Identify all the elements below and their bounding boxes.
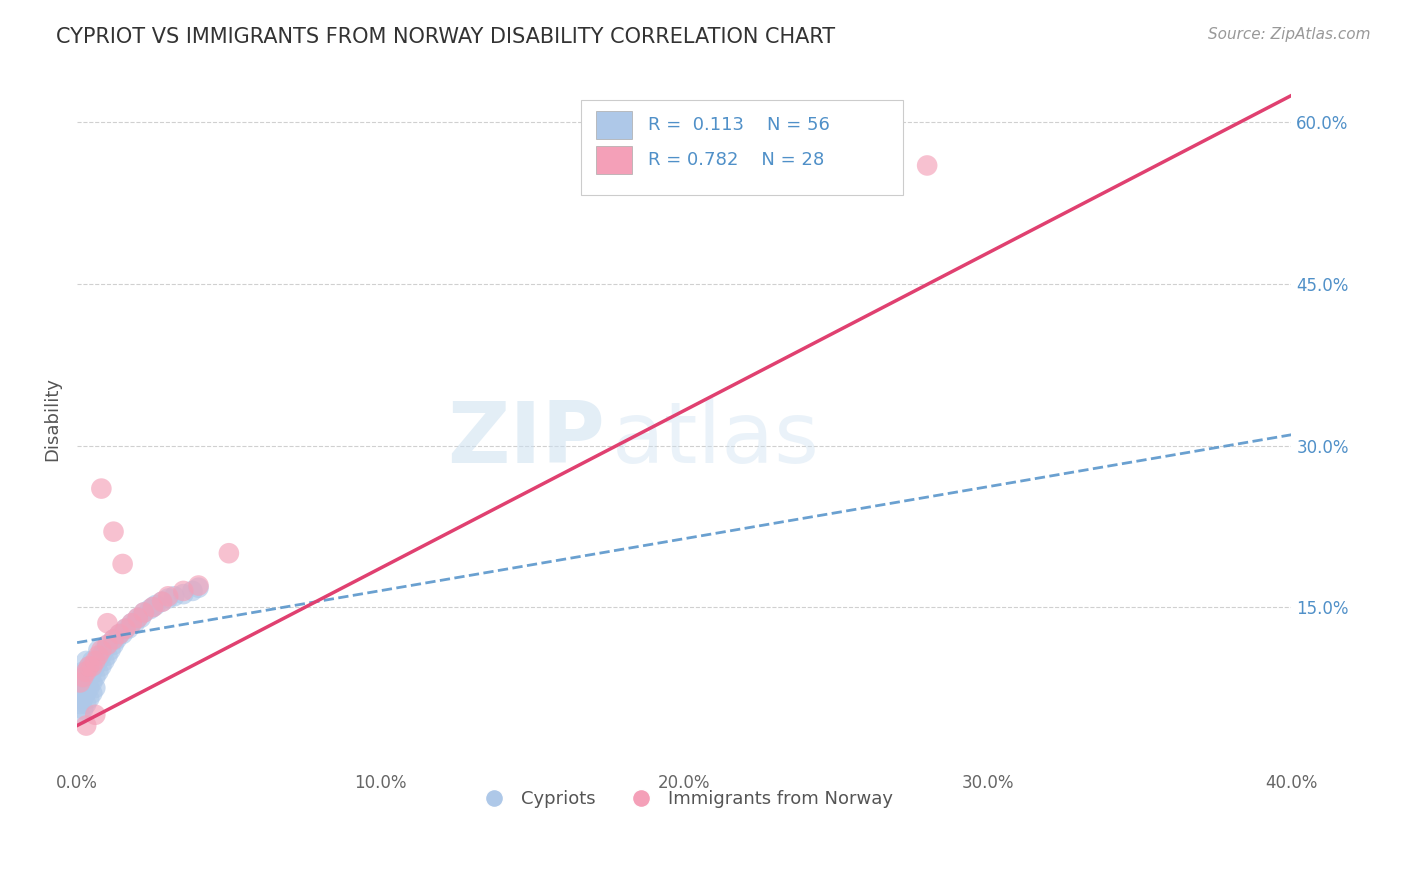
Point	[100, 643, 122, 657]
Point	[114, 622, 136, 636]
Point	[181, 583, 204, 598]
Point	[82, 675, 104, 690]
Point	[84, 707, 107, 722]
Text: CYPRIOT VS IMMIGRANTS FROM NORWAY DISABILITY CORRELATION CHART: CYPRIOT VS IMMIGRANTS FROM NORWAY DISABI…	[56, 27, 835, 46]
Point	[96, 648, 118, 663]
Point	[69, 675, 91, 690]
Point	[142, 600, 165, 615]
Text: R =  0.113    N = 56: R = 0.113 N = 56	[648, 116, 830, 134]
Point	[84, 654, 107, 668]
Point	[84, 670, 107, 684]
Point	[132, 606, 155, 620]
Point	[105, 632, 128, 647]
Bar	[596, 145, 633, 174]
Point	[75, 686, 97, 700]
Point	[75, 665, 97, 679]
Y-axis label: Disability: Disability	[44, 376, 60, 460]
Bar	[596, 111, 633, 138]
Point	[142, 600, 165, 615]
Point	[187, 578, 209, 592]
Point	[111, 557, 134, 571]
Point	[90, 659, 112, 673]
Point	[157, 590, 180, 604]
Point	[90, 643, 112, 657]
Point	[139, 602, 162, 616]
Point	[124, 616, 146, 631]
Point	[72, 691, 94, 706]
Point	[69, 707, 91, 722]
Point	[114, 622, 136, 636]
Point	[87, 654, 110, 668]
Point	[103, 632, 125, 647]
Point	[84, 681, 107, 695]
Point	[121, 616, 143, 631]
Point	[118, 622, 141, 636]
Point	[103, 524, 125, 539]
Point	[87, 643, 110, 657]
Point	[915, 158, 938, 172]
Legend: Cypriots, Immigrants from Norway: Cypriots, Immigrants from Norway	[468, 783, 900, 815]
Point	[157, 591, 180, 606]
Point	[69, 675, 91, 690]
Point	[75, 654, 97, 668]
Point	[72, 665, 94, 679]
Point	[75, 665, 97, 679]
Point	[82, 654, 104, 668]
Point	[75, 675, 97, 690]
Point	[103, 638, 125, 652]
Point	[150, 595, 173, 609]
Point	[87, 665, 110, 679]
Point	[75, 697, 97, 711]
Point	[103, 632, 125, 647]
Point	[218, 546, 240, 560]
Point	[77, 691, 100, 706]
Point	[187, 581, 209, 595]
Point	[82, 665, 104, 679]
Point	[108, 627, 131, 641]
Point	[172, 583, 194, 598]
Point	[77, 659, 100, 673]
Point	[72, 670, 94, 684]
Point	[90, 648, 112, 663]
Point	[72, 702, 94, 716]
Point	[84, 659, 107, 673]
Point	[72, 681, 94, 695]
Point	[96, 638, 118, 652]
Text: Source: ZipAtlas.com: Source: ZipAtlas.com	[1208, 27, 1371, 42]
Text: R = 0.782    N = 28: R = 0.782 N = 28	[648, 151, 824, 169]
Point	[69, 697, 91, 711]
Point	[82, 659, 104, 673]
Point	[82, 686, 104, 700]
Point	[90, 482, 112, 496]
Point	[77, 681, 100, 695]
Point	[72, 670, 94, 684]
FancyBboxPatch shape	[581, 100, 903, 194]
Point	[77, 659, 100, 673]
Point	[127, 611, 149, 625]
Point	[87, 648, 110, 663]
Point	[129, 611, 152, 625]
Point	[96, 638, 118, 652]
Point	[163, 590, 186, 604]
Point	[145, 598, 167, 612]
Point	[108, 627, 131, 641]
Point	[132, 606, 155, 620]
Point	[93, 654, 115, 668]
Text: ZIP: ZIP	[447, 398, 606, 481]
Point	[77, 670, 100, 684]
Point	[93, 643, 115, 657]
Text: atlas: atlas	[612, 398, 820, 481]
Point	[172, 587, 194, 601]
Point	[121, 616, 143, 631]
Point	[96, 616, 118, 631]
Point	[127, 611, 149, 625]
Point	[150, 595, 173, 609]
Point	[75, 718, 97, 732]
Point	[69, 686, 91, 700]
Point	[111, 627, 134, 641]
